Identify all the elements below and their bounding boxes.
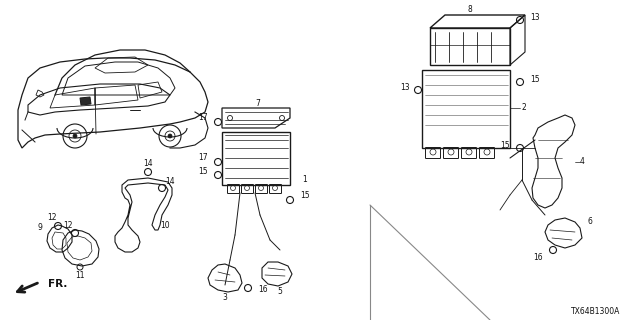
Text: 15: 15 [530,76,540,84]
Text: FR.: FR. [48,279,67,289]
Circle shape [168,134,172,138]
Text: 6: 6 [588,218,593,227]
Text: 14: 14 [165,178,175,187]
Circle shape [73,134,77,138]
Text: 15: 15 [198,167,208,177]
Text: 8: 8 [468,5,472,14]
Text: TX64B1300A: TX64B1300A [571,308,620,316]
Text: 1: 1 [302,175,307,185]
Text: 17: 17 [198,114,208,123]
Text: 4: 4 [580,157,585,166]
Text: 15: 15 [500,140,510,149]
Text: 3: 3 [223,293,227,302]
Text: 13: 13 [530,13,540,22]
Text: 2: 2 [522,103,527,113]
Text: 14: 14 [143,159,153,169]
Text: 16: 16 [258,285,268,294]
Text: 10: 10 [160,220,170,229]
Text: 16: 16 [533,253,543,262]
Text: 12: 12 [47,213,57,222]
Text: 5: 5 [278,287,282,297]
Text: 9: 9 [37,223,42,233]
Text: 15: 15 [300,190,310,199]
Text: 7: 7 [255,99,260,108]
Text: 11: 11 [76,270,84,279]
Text: 13: 13 [401,84,410,92]
Text: 12: 12 [63,220,73,229]
Text: 17: 17 [198,154,208,163]
Polygon shape [80,97,91,105]
